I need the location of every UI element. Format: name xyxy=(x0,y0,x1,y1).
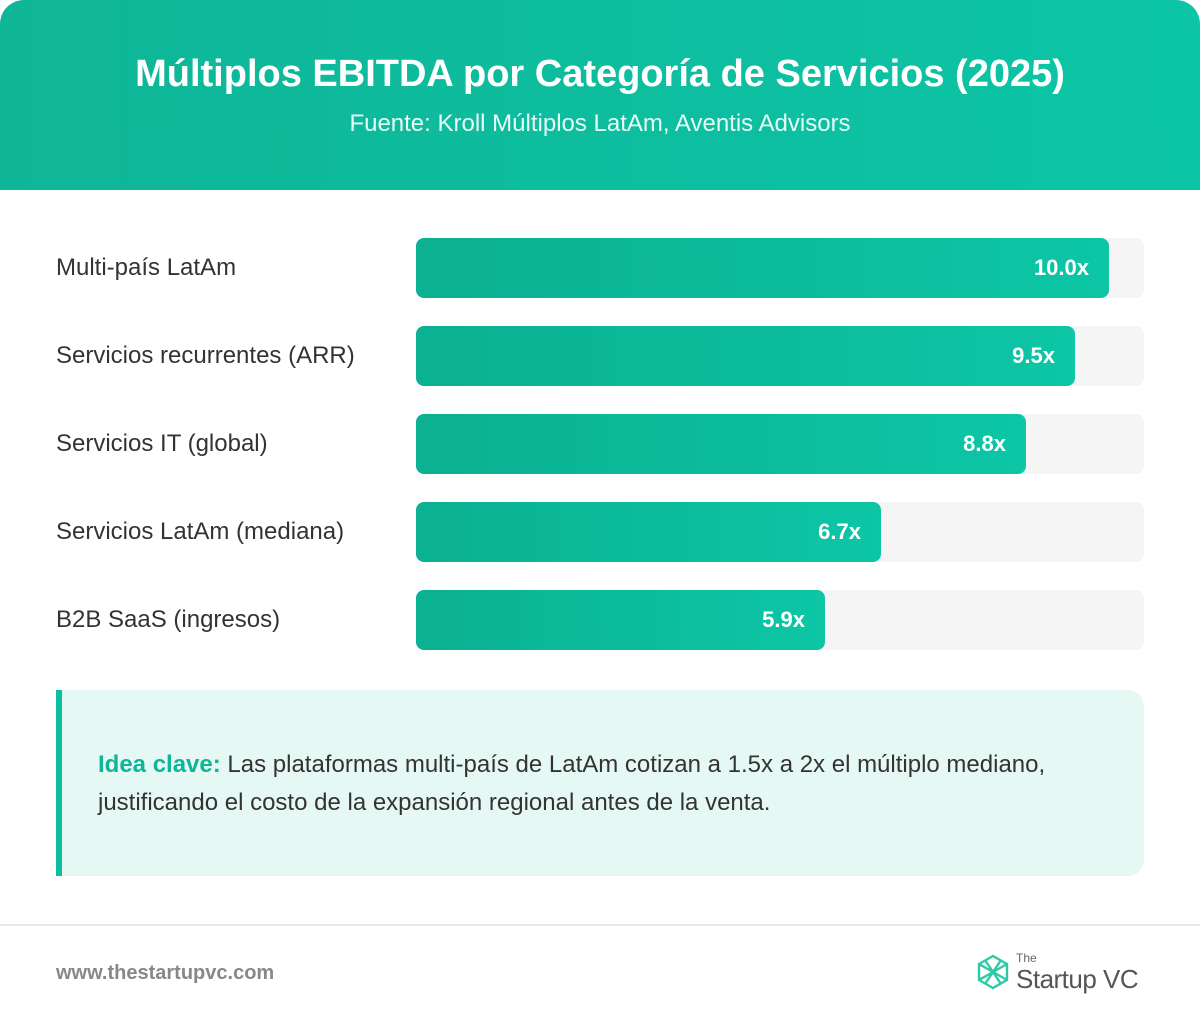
category-label: Multi-país LatAm xyxy=(56,254,237,281)
brand-logo: The Startup VC xyxy=(976,952,1146,996)
bar: 9.5x xyxy=(416,326,1075,386)
logo-name: Startup VC xyxy=(1016,964,1139,994)
bar-value-label: 10.0x xyxy=(1033,255,1089,280)
bar-row: Servicios LatAm (mediana) 6.7x xyxy=(56,502,1144,562)
category-label: Servicios LatAm (mediana) xyxy=(56,518,345,545)
chart-source: Fuente: Kroll Múltiplos LatAm, Aventis A… xyxy=(349,110,851,137)
bar-row: B2B SaaS (ingresos) 5.9x xyxy=(56,590,1144,650)
bar-row: Servicios IT (global) 8.8x xyxy=(56,414,1144,474)
bar-row: Multi-país LatAm 10.0x xyxy=(56,238,1144,298)
bar-value-label: 5.9x xyxy=(762,607,805,632)
bar-track: 8.8x xyxy=(416,414,1144,474)
bar: 6.7x xyxy=(416,502,881,562)
logo-the: The xyxy=(1016,951,1037,965)
category-label: B2B SaaS (ingresos) xyxy=(56,606,281,633)
bar: 5.9x xyxy=(416,590,825,650)
insight-text: Las plataformas multi-país de LatAm coti… xyxy=(98,751,1046,816)
hexagon-logo-icon xyxy=(977,954,1009,990)
bar-value-label: 9.5x xyxy=(1012,343,1055,368)
insight-label: Idea clave: xyxy=(98,751,221,778)
bar-track: 10.0x xyxy=(416,238,1144,298)
insight-box: Idea clave: Las plataformas multi-país d… xyxy=(56,690,1144,876)
category-label: Servicios IT (global) xyxy=(56,430,268,457)
bar-chart: Multi-país LatAm 10.0x Servicios recurrent… xyxy=(56,238,1144,678)
bar-track: 9.5x xyxy=(416,326,1144,386)
chart-title: Múltiplos EBITDA por Categoría de Servic… xyxy=(135,53,1065,95)
category-label: Servicios recurrentes (ARR) xyxy=(56,342,355,369)
website-link[interactable]: www.thestartupvc.com xyxy=(56,962,275,984)
bar-value-label: 6.7x xyxy=(818,519,861,544)
header-banner: Múltiplos EBITDA por Categoría de Servic… xyxy=(0,0,1200,190)
bar: 10.0x xyxy=(416,238,1109,298)
footer-divider xyxy=(0,924,1200,926)
bar-row: Servicios recurrentes (ARR) 9.5x xyxy=(56,326,1144,386)
bar: 8.8x xyxy=(416,414,1026,474)
bar-value-label: 8.8x xyxy=(963,431,1006,456)
bar-track: 5.9x xyxy=(416,590,1144,650)
bar-track: 6.7x xyxy=(416,502,1144,562)
